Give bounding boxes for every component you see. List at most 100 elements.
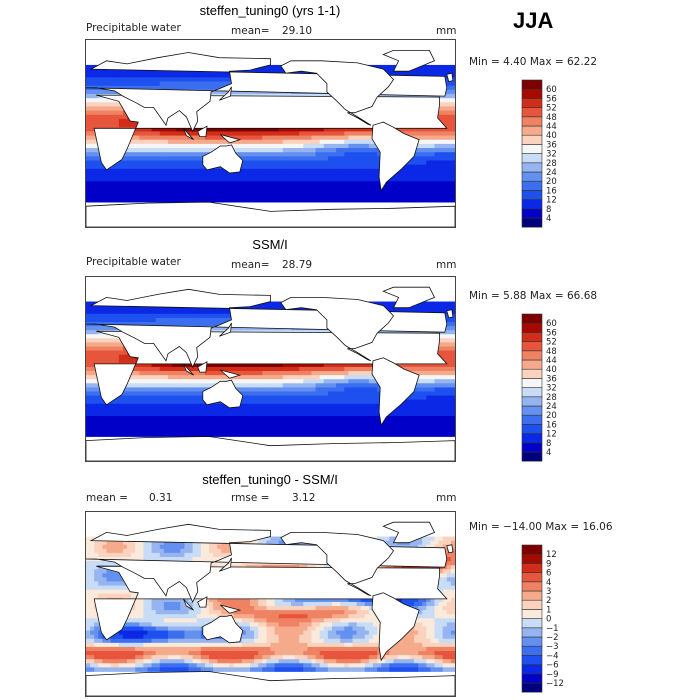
field-cell	[139, 371, 144, 376]
field-cell	[131, 123, 136, 128]
field-cell	[135, 375, 140, 380]
field-cell	[311, 375, 316, 380]
field-cell	[332, 172, 337, 178]
field-cell	[250, 69, 255, 74]
field-cell	[307, 379, 312, 384]
field-cell	[450, 305, 455, 311]
field-cell	[274, 156, 280, 161]
field-cell	[311, 135, 316, 141]
field-cell	[344, 177, 349, 182]
field-cell	[258, 139, 263, 145]
field-cell	[184, 383, 189, 388]
field-cell	[422, 185, 427, 190]
field-cell	[155, 366, 161, 372]
colorbar-box	[521, 107, 543, 118]
panel-2-variable-label: Precipitable water	[86, 256, 181, 268]
field-cell	[209, 85, 214, 91]
field-cell	[270, 139, 275, 145]
field-cell	[184, 177, 189, 182]
field-cell	[282, 189, 288, 195]
field-cell	[262, 193, 267, 199]
field-cell	[114, 185, 120, 190]
field-cell	[368, 383, 374, 388]
field-cell	[176, 156, 181, 161]
field-cell	[254, 375, 259, 380]
field-cell	[180, 139, 185, 145]
field-cell	[254, 69, 259, 74]
field-cell	[217, 197, 222, 203]
field-cell	[426, 168, 431, 174]
field-cell	[163, 152, 169, 157]
field-cell	[213, 81, 218, 87]
field-cell	[245, 185, 251, 190]
field-cell	[250, 89, 255, 95]
field-cell	[397, 181, 403, 186]
field-cell	[278, 164, 284, 170]
field-cell	[442, 193, 448, 199]
field-cell	[98, 346, 103, 351]
field-cell	[323, 131, 329, 136]
field-cell	[163, 375, 169, 380]
field-cell	[151, 317, 157, 323]
field-cell	[176, 197, 181, 203]
field-cell	[438, 148, 444, 153]
field-cell	[184, 156, 189, 161]
field-cell	[131, 358, 136, 364]
field-cell	[213, 193, 218, 199]
field-cell	[135, 193, 140, 199]
field-cell	[213, 85, 218, 91]
field-cell	[147, 139, 152, 145]
field-cell	[446, 346, 452, 351]
field-cell	[323, 375, 329, 380]
field-cell	[209, 379, 214, 384]
field-cell	[86, 73, 91, 78]
field-cell	[196, 181, 202, 186]
field-cell	[155, 143, 161, 149]
field-cell	[159, 379, 165, 384]
field-cell	[278, 177, 284, 182]
field-cell	[135, 383, 140, 388]
field-cell	[319, 383, 325, 388]
field-cell	[270, 362, 275, 368]
field-cell	[147, 321, 152, 327]
field-cell	[418, 164, 423, 170]
field-cell	[122, 309, 128, 315]
field-cell	[442, 197, 448, 203]
field-cell	[94, 118, 99, 124]
field-cell	[184, 189, 189, 195]
field-cell	[414, 94, 419, 99]
field-cell	[98, 181, 103, 186]
field-cell	[131, 313, 136, 319]
field-cell	[172, 77, 177, 82]
field-cell	[147, 73, 152, 78]
field-cell	[209, 317, 214, 323]
field-cell	[442, 366, 448, 372]
field-cell	[209, 148, 214, 153]
field-cell	[336, 127, 341, 132]
field-cell	[446, 177, 452, 182]
field-cell	[159, 168, 165, 174]
field-cell	[147, 172, 152, 178]
field-cell	[86, 177, 91, 182]
panel-1-colorbar: 4 8 12 16 20 24 28 32 36 40 44 48 52 56 60	[521, 79, 582, 230]
field-cell	[139, 185, 144, 190]
field-cell	[430, 383, 435, 388]
field-cell	[176, 185, 181, 190]
field-cell	[94, 106, 99, 112]
field-cell	[303, 131, 308, 136]
field-cell	[151, 139, 157, 145]
field-cell	[282, 181, 288, 186]
field-cell	[299, 135, 304, 141]
field-cell	[270, 127, 275, 132]
field-cell	[98, 102, 103, 107]
field-cell	[237, 143, 243, 149]
field-cell	[86, 346, 91, 351]
field-cell	[409, 362, 415, 368]
field-cell	[266, 375, 271, 380]
field-cell	[241, 172, 247, 178]
field-cell	[135, 387, 140, 392]
field-cell	[397, 172, 403, 178]
field-cell	[192, 168, 198, 174]
field-cell	[86, 148, 91, 153]
field-cell	[114, 177, 120, 182]
